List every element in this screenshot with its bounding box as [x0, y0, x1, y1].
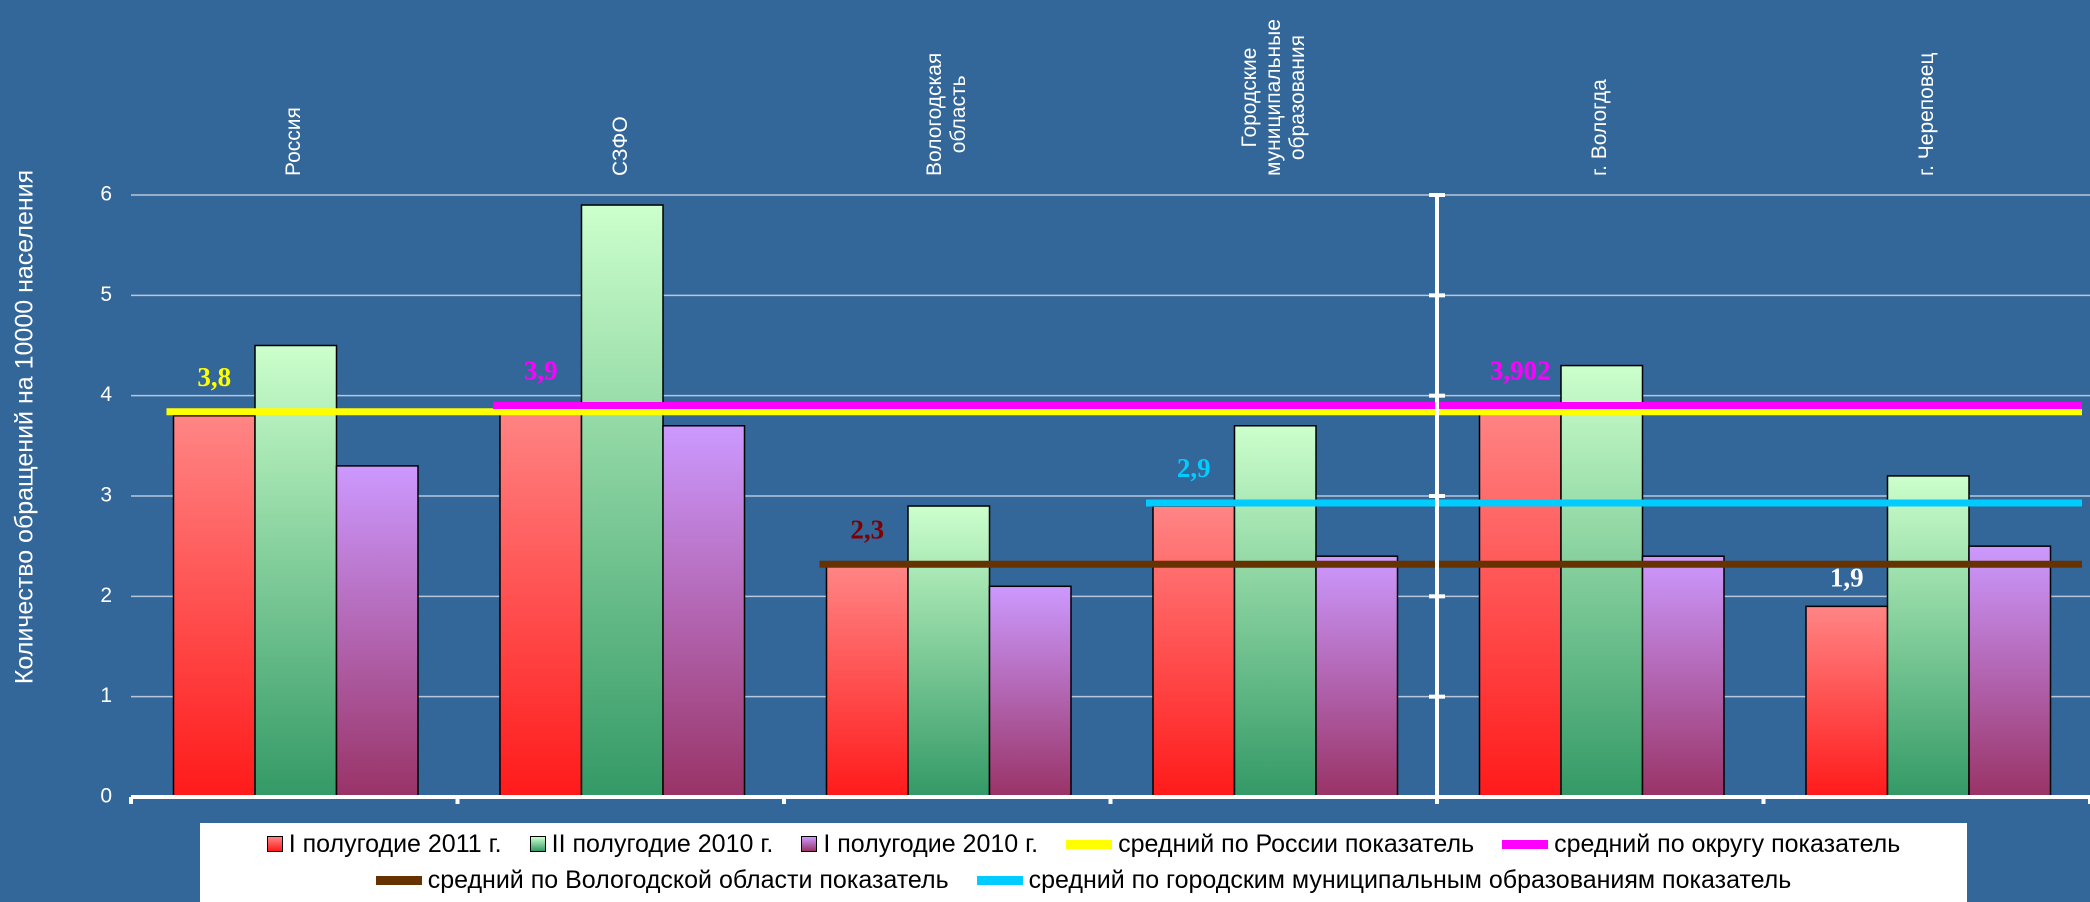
bar — [907, 505, 991, 798]
value-label: 2,3 — [850, 514, 884, 544]
legend-row: I полугодие 2011 г. II полугодие 2010 г. I… — [200, 826, 1967, 862]
legend: I полугодие 2011 г. II полугодие 2010 г. I… — [200, 823, 1967, 902]
legend-label: I полугодие 2010 г. — [823, 829, 1039, 858]
bar — [1315, 555, 1399, 798]
bar — [1152, 505, 1236, 798]
legend-label: I полугодие 2011 г. — [288, 829, 502, 858]
legend-swatch — [976, 875, 1023, 885]
legend-swatch — [529, 836, 546, 852]
bar — [1560, 364, 1644, 798]
legend-swatch — [1066, 839, 1113, 849]
legend-label: средний по Вологодской области показател… — [427, 865, 949, 894]
legend-item: средний по России показатель — [1066, 830, 1474, 859]
legend-item: средний по городским муниципальным образ… — [976, 865, 1792, 895]
y-tick-label: 4 — [100, 383, 112, 406]
bar — [1641, 555, 1725, 798]
value-label: 1,9 — [1830, 563, 1864, 593]
category-label: Вологодская область — [923, 52, 971, 176]
category-label: Городские муниципальные образования — [1237, 19, 1309, 176]
bar — [1886, 475, 1970, 798]
value-label: 3,902 — [1490, 356, 1551, 386]
legend-swatch — [801, 836, 818, 852]
y-tick-label: 2 — [100, 584, 112, 607]
legend-label: II полугодие 2010 г. — [551, 829, 774, 858]
bar — [1478, 404, 1562, 798]
bar — [580, 204, 664, 798]
legend-item: средний по округу показатель — [1502, 830, 1900, 859]
bar — [499, 404, 583, 798]
legend-swatch — [1502, 839, 1549, 849]
legend-item: I полугодие 2010 г. — [801, 830, 1038, 859]
y-tick-label: 1 — [100, 684, 112, 707]
legend-label: средний по городским муниципальным образ… — [1028, 865, 1792, 894]
value-label: 3,9 — [524, 356, 558, 386]
bar — [172, 414, 256, 798]
legend-label: средний по округу показатель — [1554, 829, 1901, 858]
y-axis-title: Количество обращений на 10000 населения — [11, 170, 39, 684]
bar — [988, 585, 1072, 798]
legend-item: II полугодие 2010 г. — [529, 829, 774, 859]
value-label: 2,9 — [1177, 453, 1211, 483]
bar — [1968, 545, 2052, 798]
legend-swatch — [375, 875, 422, 885]
legend-swatch — [266, 836, 283, 852]
category-label: СЗФО — [608, 116, 632, 176]
legend-item: средний по Вологодской области показател… — [375, 865, 949, 895]
legend-label: средний по России показатель — [1118, 829, 1475, 858]
bar — [662, 425, 746, 798]
y-tick-label: 3 — [100, 484, 112, 507]
category-label: г. Череповец — [1914, 52, 1938, 176]
bar — [1233, 425, 1317, 798]
y-tick-label: 6 — [100, 183, 112, 206]
y-tick-label: 5 — [100, 283, 112, 306]
y-tick-label: 0 — [100, 785, 112, 808]
legend-item: I полугодие 2011 г. — [266, 829, 502, 859]
category-label: г. Вологда — [1588, 79, 1612, 176]
bar — [335, 465, 419, 798]
bar — [825, 565, 909, 798]
value-label: 3,8 — [197, 362, 231, 392]
legend-row: средний по Вологодской области показател… — [200, 862, 1967, 898]
bar — [1805, 605, 1889, 798]
category-label: Россия — [282, 107, 306, 176]
